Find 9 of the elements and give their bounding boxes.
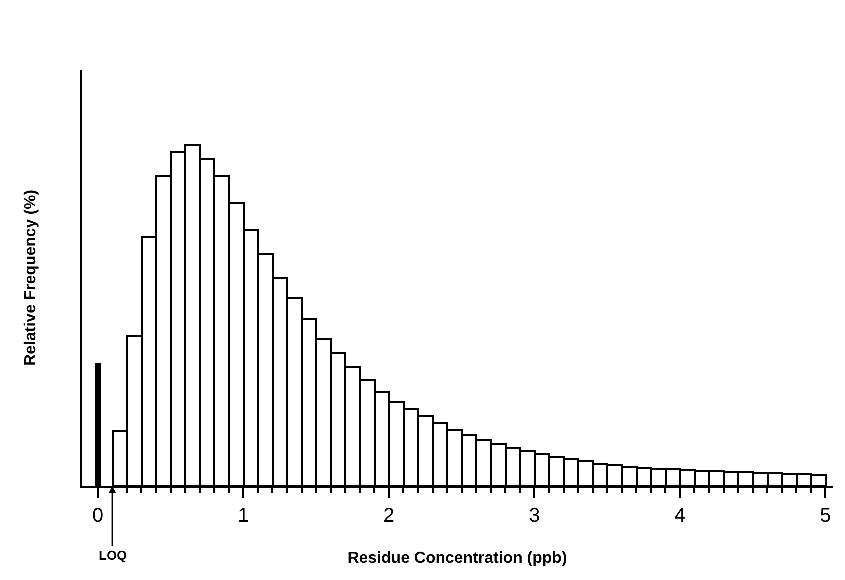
x-tick-label: 0 — [92, 505, 104, 527]
x-tick-label: 5 — [820, 505, 832, 527]
x-tick-label: 3 — [529, 505, 540, 527]
x-tick-label: 1 — [238, 505, 250, 527]
annotation: LOQ — [99, 548, 128, 563]
y-axis-title: Relative Frequency (%) — [22, 190, 40, 366]
x-tick-label: 2 — [384, 505, 395, 527]
x-axis-title: Residue Concentration (ppb) — [348, 550, 568, 568]
x-tick-label: 4 — [674, 505, 686, 527]
